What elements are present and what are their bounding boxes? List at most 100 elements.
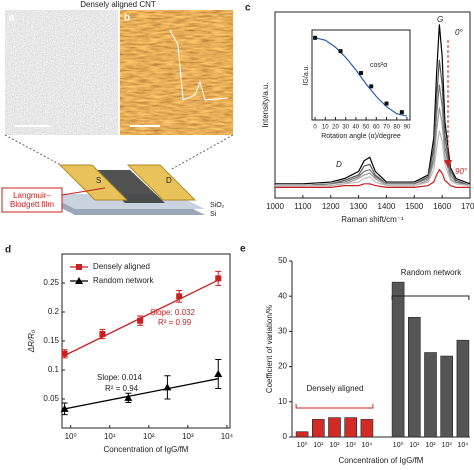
electrode [58,164,129,201]
x-axis-label: Rotation angle (α)/degree [321,133,401,140]
film-pointer [61,187,106,196]
x-tick-label: 1200 [322,202,340,211]
spectrum [275,168,470,188]
y-tick-label: 10 [278,397,287,406]
x-tick-label: 10³ [442,442,453,449]
x-axis-label: Concentration of IgG/fM [104,445,189,454]
x-tick-label: 1600 [433,202,451,211]
bar [360,419,374,438]
drain-label: D [166,176,172,185]
source-label: S [96,176,101,185]
y-tick-label: 40 [278,291,287,300]
y-tick-label: 30 [278,327,287,336]
x-tick-label: 1100 [294,202,312,211]
x-tick-label: 20 [332,125,339,131]
fit-curve [314,37,408,117]
annotation: R² = 0.94 [105,384,139,393]
panel-label: c [245,3,251,14]
y-tick-label: 0 [283,432,288,441]
y-tick-label: 0.15 [43,336,59,345]
panel-label: d [5,245,11,256]
x-tick-label: 10⁰ [393,441,404,449]
panel-label: a [9,13,15,24]
curve-label: cos²α [370,62,387,69]
spectrum [275,84,471,187]
x-tick-label: 40 [353,125,360,131]
x-tick-label: 10¹ [313,442,324,449]
data-point [384,101,389,106]
x-tick-label: 10² [329,442,340,449]
x-tick-label: 1000 [266,202,284,211]
sem-image [5,10,118,135]
data-point [61,350,68,357]
data-point [163,383,172,391]
group-bracket [391,295,470,300]
bar [456,339,470,438]
data-point [369,84,374,89]
x-tick-label: 90 [404,125,411,131]
legend-label: Densely aligned [93,262,150,271]
x-tick-label: 70 [383,125,390,131]
oxide-label: SiO₂ [210,202,225,209]
x-tick-label: 10 [322,125,329,131]
x-tick-label: 50 [363,125,370,131]
y-tick-label: 20 [278,362,287,371]
y-tick-label: 0.05 [43,394,59,403]
annotation: 0° [455,28,463,37]
zoom-line [4,134,71,171]
data-point [60,404,69,412]
data-point [399,110,404,115]
x-tick-label: 1500 [405,202,423,211]
y-axis-label: IG/a.u. [303,64,310,85]
x-tick-label: 10¹ [104,432,116,441]
cnt-film [90,170,165,203]
y-axis-label: Coefficient of variation/% [265,305,274,393]
group-label: Densely aligned [306,384,364,393]
y-tick-label: 0.25 [43,278,59,287]
electrode [126,164,197,201]
bar [311,419,325,438]
annotation: R² = 0.99 [158,318,192,327]
height-profile [169,29,229,101]
bar [407,317,421,438]
x-tick-label: 10² [425,442,436,449]
spectrum [275,24,471,185]
arrow-head [444,160,452,168]
x-tick-label: 10⁴ [221,432,234,441]
legend-marker [76,264,82,270]
data-point [99,331,106,338]
x-tick-label: 10⁰ [65,432,77,441]
y-tick-label: 0.2 [48,307,60,316]
x-tick-label: 1700 [461,202,474,211]
x-axis-label: Raman shift/cm⁻¹ [341,215,404,224]
film-label-box [1,187,63,213]
data-point [124,393,133,401]
fit-line [64,378,219,410]
x-tick-label: 10⁴ [362,442,373,449]
data-point [313,35,318,40]
group-bracket [295,404,374,409]
legend-marker [75,277,83,284]
annotation: Slope: 0.014 [97,373,142,382]
bar [295,431,309,438]
bar [391,281,405,438]
film-label: Langmuir–Blodgett film [9,191,55,209]
annotation: Slope: 0.032 [150,308,195,317]
annotation: D [336,160,342,169]
annotation: G [437,15,443,24]
x-tick-label: 10⁴ [458,442,469,449]
data-point [214,370,223,378]
x-tick-label: 10³ [346,442,357,449]
legend-label: Random network [93,276,154,285]
x-tick-label: 10³ [182,432,194,441]
bar [328,417,341,438]
data-point [137,317,144,324]
x-tick-label: 10¹ [409,442,420,449]
group-label: Random network [400,268,462,277]
x-tick-label: 1300 [350,202,368,211]
data-point [338,49,343,54]
afm-image [120,10,233,135]
x-axis-label: Concentration of IgG/fM [339,456,424,465]
